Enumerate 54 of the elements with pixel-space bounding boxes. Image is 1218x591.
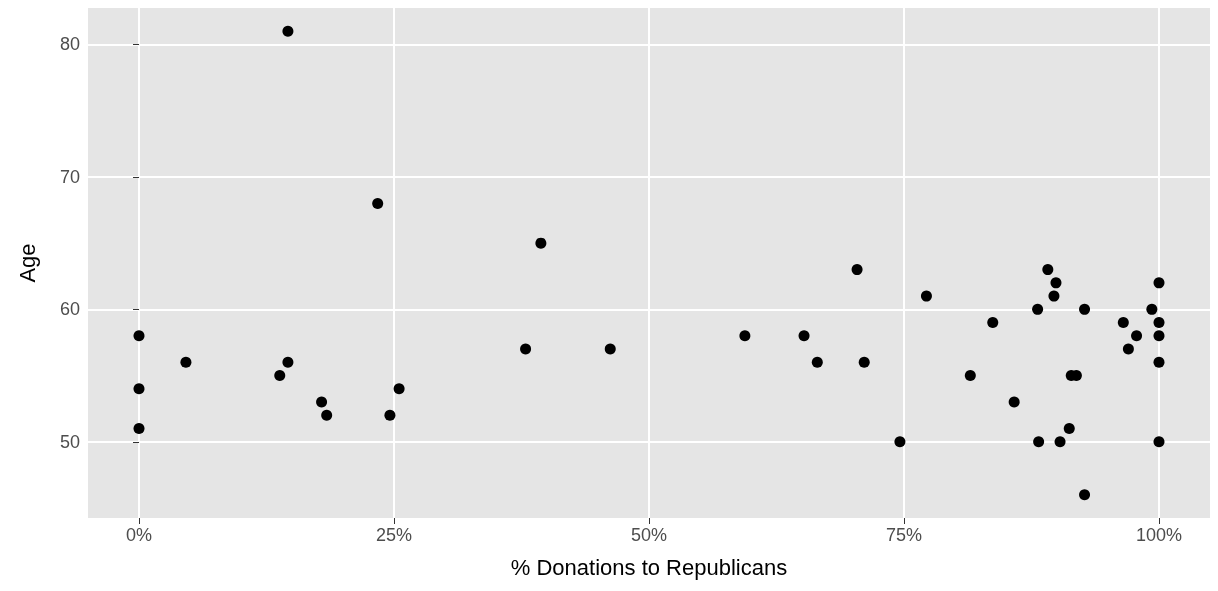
point <box>894 436 906 448</box>
point <box>1042 264 1054 276</box>
point <box>1050 277 1062 289</box>
y-tick-label: 80 <box>59 34 80 55</box>
x-tick-label: 100% <box>1135 525 1183 545</box>
point <box>1153 356 1165 368</box>
point <box>920 290 932 302</box>
point <box>1033 436 1045 448</box>
point <box>1146 303 1158 315</box>
point <box>133 383 145 395</box>
point <box>811 356 823 368</box>
x-axis-title: % Donations to Republicans <box>510 554 788 580</box>
point <box>1122 343 1134 355</box>
x-tick-label: 0% <box>125 525 153 545</box>
x-tick-label: 75% <box>885 525 923 545</box>
point <box>1131 330 1143 342</box>
point <box>1032 303 1044 315</box>
point <box>987 317 999 329</box>
x-tick-label: 50% <box>630 525 668 545</box>
point <box>1079 489 1091 501</box>
point <box>604 343 616 355</box>
point <box>1153 436 1165 448</box>
point <box>1117 317 1129 329</box>
point <box>520 343 532 355</box>
y-axis-title: Age <box>14 243 40 283</box>
point <box>1079 303 1091 315</box>
point <box>851 264 863 276</box>
y-tick-label: 70 <box>59 166 80 187</box>
x-tick-label: 25% <box>375 525 413 545</box>
point <box>964 370 976 382</box>
point <box>1048 290 1060 302</box>
point <box>1153 330 1165 342</box>
point <box>535 237 547 249</box>
point <box>1153 277 1165 289</box>
point <box>393 383 405 395</box>
point <box>1054 436 1066 448</box>
y-tick-label: 50 <box>59 431 80 452</box>
point <box>316 396 328 408</box>
point <box>1153 317 1165 329</box>
point <box>739 330 751 342</box>
point <box>282 356 294 368</box>
point <box>180 356 192 368</box>
point <box>133 423 145 435</box>
point <box>1008 396 1020 408</box>
point <box>321 409 333 421</box>
point <box>133 330 145 342</box>
y-tick-label: 60 <box>59 299 80 320</box>
point <box>858 356 870 368</box>
point <box>372 197 384 209</box>
point <box>282 25 294 37</box>
point <box>384 409 396 421</box>
point <box>274 370 286 382</box>
point <box>798 330 810 342</box>
point <box>1063 423 1075 435</box>
